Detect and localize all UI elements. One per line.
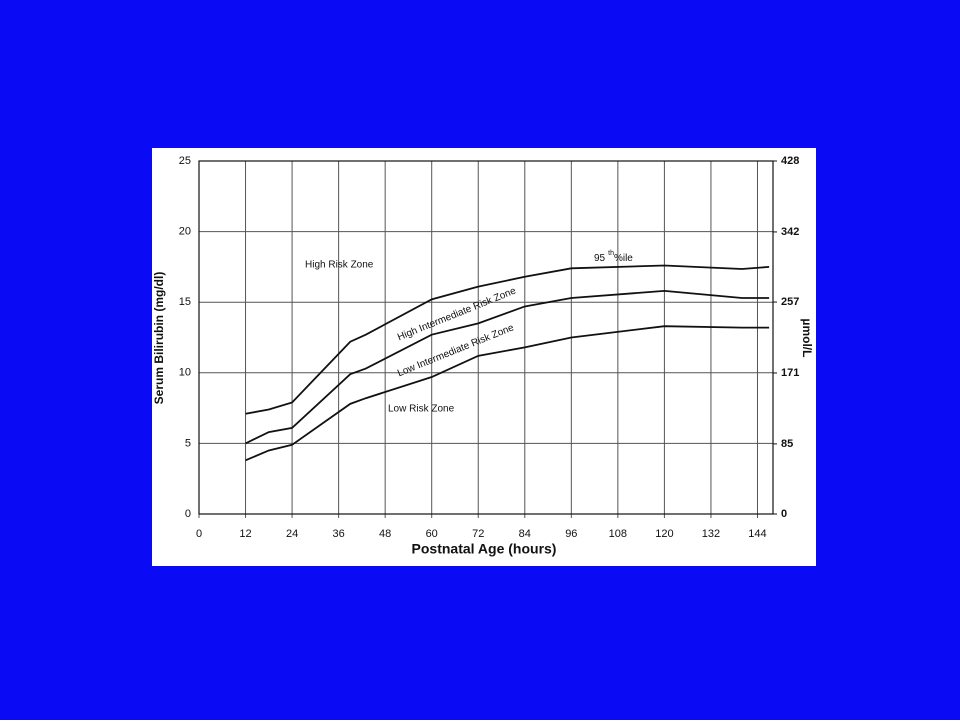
x-axis-title: Postnatal Age (hours) xyxy=(412,541,557,557)
x-tick-label: 144 xyxy=(748,528,766,540)
y2-tick-label: 257 xyxy=(781,296,799,308)
y2-tick-label: 171 xyxy=(781,367,799,379)
x-tick-label: 36 xyxy=(332,528,344,540)
x-tick-label: 132 xyxy=(702,528,720,540)
zone-label: High Risk Zone xyxy=(305,260,374,271)
y-tick-label: 20 xyxy=(179,226,191,238)
y-tick-label: 0 xyxy=(185,508,191,520)
panel xyxy=(152,148,816,566)
x-tick-label: 48 xyxy=(379,528,391,540)
zone-label: Low Risk Zone xyxy=(388,404,455,415)
y2-tick-label: 0 xyxy=(781,508,787,520)
y-axis-title: Serum Bilirubin (mg/dl) xyxy=(152,272,166,405)
percentile-label: 95 th%ile xyxy=(594,250,633,264)
line xyxy=(245,264,770,415)
x-tick-label: 84 xyxy=(519,528,531,540)
y-tick-label: 25 xyxy=(179,155,191,167)
x-tick-label: 96 xyxy=(565,528,577,540)
y2-tick-label: 428 xyxy=(781,155,799,167)
line xyxy=(245,325,770,462)
x-tick-label: 12 xyxy=(239,528,251,540)
x-tick-label: 60 xyxy=(426,528,438,540)
y-tick-label: 5 xyxy=(185,437,191,449)
percentile-number: 95 xyxy=(594,253,606,264)
y2-tick-label: 342 xyxy=(781,226,799,238)
x-tick-label: 24 xyxy=(286,528,298,540)
x-tick-label: 0 xyxy=(196,528,202,540)
y-tick-label: 10 xyxy=(179,367,191,379)
x-tick-label: 120 xyxy=(655,528,673,540)
y2-axis-title: µmol/L xyxy=(800,319,814,358)
y-tick-label: 15 xyxy=(179,296,191,308)
x-tick-label: 108 xyxy=(609,528,627,540)
percentile-rest: %ile xyxy=(614,253,633,264)
line xyxy=(245,290,770,445)
y2-tick-label: 85 xyxy=(781,438,793,450)
x-tick-label: 72 xyxy=(472,528,484,540)
plot-frame xyxy=(198,160,774,515)
percentile-sup: th xyxy=(608,250,614,257)
